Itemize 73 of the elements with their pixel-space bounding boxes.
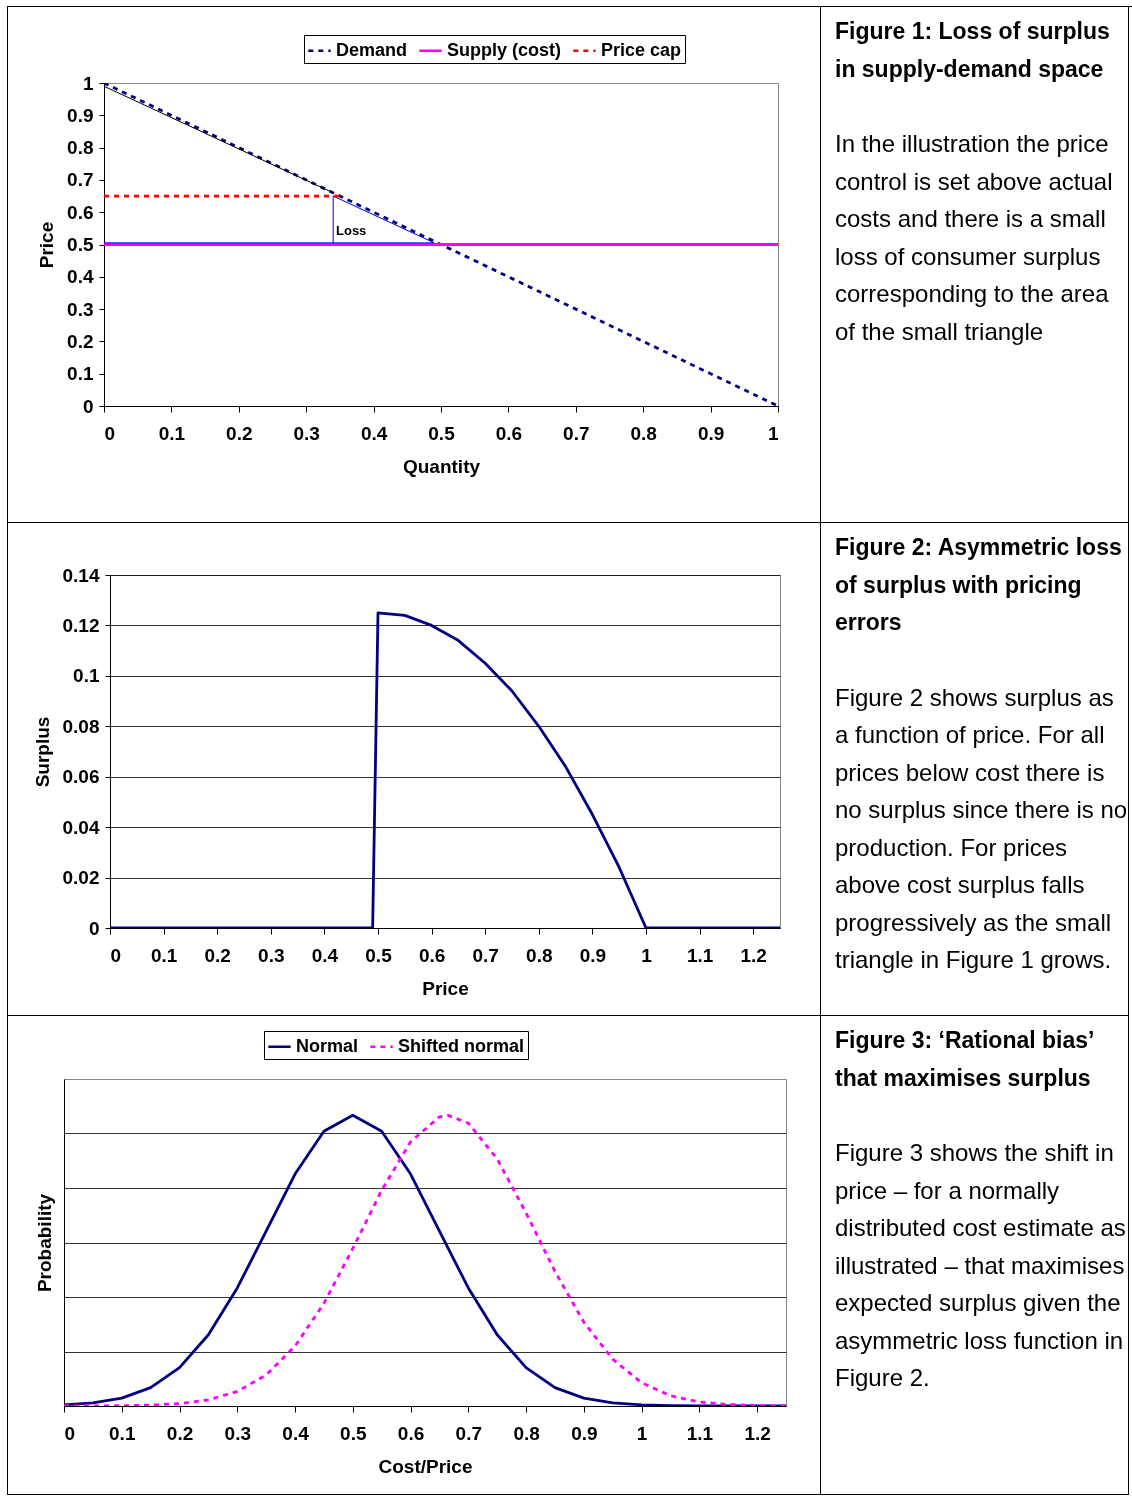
x-tick-label: 0.3 xyxy=(293,422,320,444)
y-axis-title: Surplus xyxy=(31,716,53,788)
x-tick-label: 1.1 xyxy=(686,1422,714,1444)
y-tick-label: 0.06 xyxy=(62,766,100,788)
x-tick-label: 0.2 xyxy=(226,422,253,444)
x-tick-label: 0.4 xyxy=(360,422,388,444)
y-axis-title: Probability xyxy=(33,1193,55,1293)
text: In the illustration the price control is set above actual costs and there is a small loss of consumer surplus corresponding to the area of the small triangle xyxy=(835,129,1114,347)
x-tick-label: 0.6 xyxy=(495,422,523,444)
x-axis-title: Price xyxy=(422,977,469,999)
x-tick-label: 0 xyxy=(104,422,116,444)
y-tick-label: 0.9 xyxy=(67,104,94,126)
x-tick-label: 0.6 xyxy=(397,1422,425,1444)
caption: Figure 2 shows surplus as a function of price. For all prices below cost there is no surplus since there is no production. For prices above cost surplus falls progressively as the small triangle in Figure 1 grows. xyxy=(835,682,1128,975)
y-tick-label: 0.08 xyxy=(62,715,100,737)
text: Figure 1: Loss of surplus in supply-demand space xyxy=(835,17,1111,84)
y-tick-label: 0.1 xyxy=(67,363,94,385)
x-tick-label: 0.5 xyxy=(340,1422,367,1444)
y-axis-title: Price xyxy=(36,221,58,269)
x-axis-title: Quantity xyxy=(402,455,481,477)
text: Figure 2: Asymmetric loss of surplus with pricing errors xyxy=(835,533,1123,637)
y-tick-label: 0 xyxy=(82,395,94,417)
x-axis-title: Cost/Price xyxy=(378,1455,473,1477)
y-tick-label: 1 xyxy=(82,72,94,94)
x-tick-label: 0.2 xyxy=(204,944,231,966)
x-tick-label: 0.8 xyxy=(526,944,553,966)
legend-label: Demand xyxy=(336,39,408,60)
x-tick-label: 0 xyxy=(110,944,122,966)
x-tick-label: 0.2 xyxy=(166,1422,194,1444)
y-tick-label: 0.5 xyxy=(67,234,94,255)
y-tick-label: 0 xyxy=(88,917,100,939)
x-tick-label: 0.4 xyxy=(282,1422,310,1444)
y-tick-label: 0.6 xyxy=(67,201,94,223)
y-tick-label: 0.8 xyxy=(67,137,94,159)
x-tick-label: 0.4 xyxy=(311,944,339,966)
legend-label: Supply (cost) xyxy=(447,39,562,60)
x-tick-label: 0.5 xyxy=(365,944,393,966)
x-tick-label: 1 xyxy=(767,422,779,444)
x-tick-label: 0.9 xyxy=(579,944,607,966)
y-tick-label: 0.12 xyxy=(62,614,100,636)
x-tick-label: 0.9 xyxy=(571,1422,598,1444)
y-tick-label: 0.02 xyxy=(62,867,100,889)
legend-label: Price cap xyxy=(601,39,682,60)
legend-label: Normal xyxy=(296,1035,359,1056)
x-tick-label: 0.8 xyxy=(513,1422,540,1444)
x-tick-label: 0.1 xyxy=(158,422,186,444)
x-tick-label: 0.8 xyxy=(630,422,657,444)
legend-label: Shifted normal xyxy=(398,1035,525,1056)
y-tick-label: 0.3 xyxy=(67,298,94,320)
x-tick-label: 0.7 xyxy=(455,1422,483,1444)
x-tick-label: 1 xyxy=(641,944,653,966)
x-tick-label: 0.9 xyxy=(697,422,725,444)
x-tick-label: 0.7 xyxy=(472,944,499,966)
x-tick-label: 0.3 xyxy=(224,1422,251,1444)
y-tick-label: 0.2 xyxy=(67,330,94,352)
x-tick-label: 1.2 xyxy=(740,944,767,966)
x-tick-label: 1.1 xyxy=(686,944,714,966)
y-tick-label: 0.7 xyxy=(67,169,94,191)
y-tick-label: 0.4 xyxy=(67,266,94,288)
text: Figure 3: ‘Rational bias’ that maximises surplus xyxy=(835,1026,1095,1093)
x-tick-label: 0.5 xyxy=(428,422,456,444)
annotation: Loss xyxy=(336,223,367,238)
x-tick-label: 0.1 xyxy=(109,1422,136,1444)
x-tick-label: 1.2 xyxy=(744,1422,771,1444)
x-tick-label: 0.6 xyxy=(418,944,446,966)
y-tick-label: 0.1 xyxy=(73,665,100,687)
x-tick-label: 0.7 xyxy=(563,422,590,444)
x-tick-label: 0.1 xyxy=(150,944,178,966)
x-tick-label: 0.3 xyxy=(258,944,285,966)
x-tick-label: 1 xyxy=(636,1422,648,1444)
y-tick-label: 0.04 xyxy=(62,816,100,838)
y-tick-label: 0.14 xyxy=(62,564,100,586)
caption: Figure 3 shows the shift in price – for a normally distributed cost estimate as illustrated – that maximises expected surplus given the asymmetric loss function in Figure 2. xyxy=(835,1138,1127,1393)
